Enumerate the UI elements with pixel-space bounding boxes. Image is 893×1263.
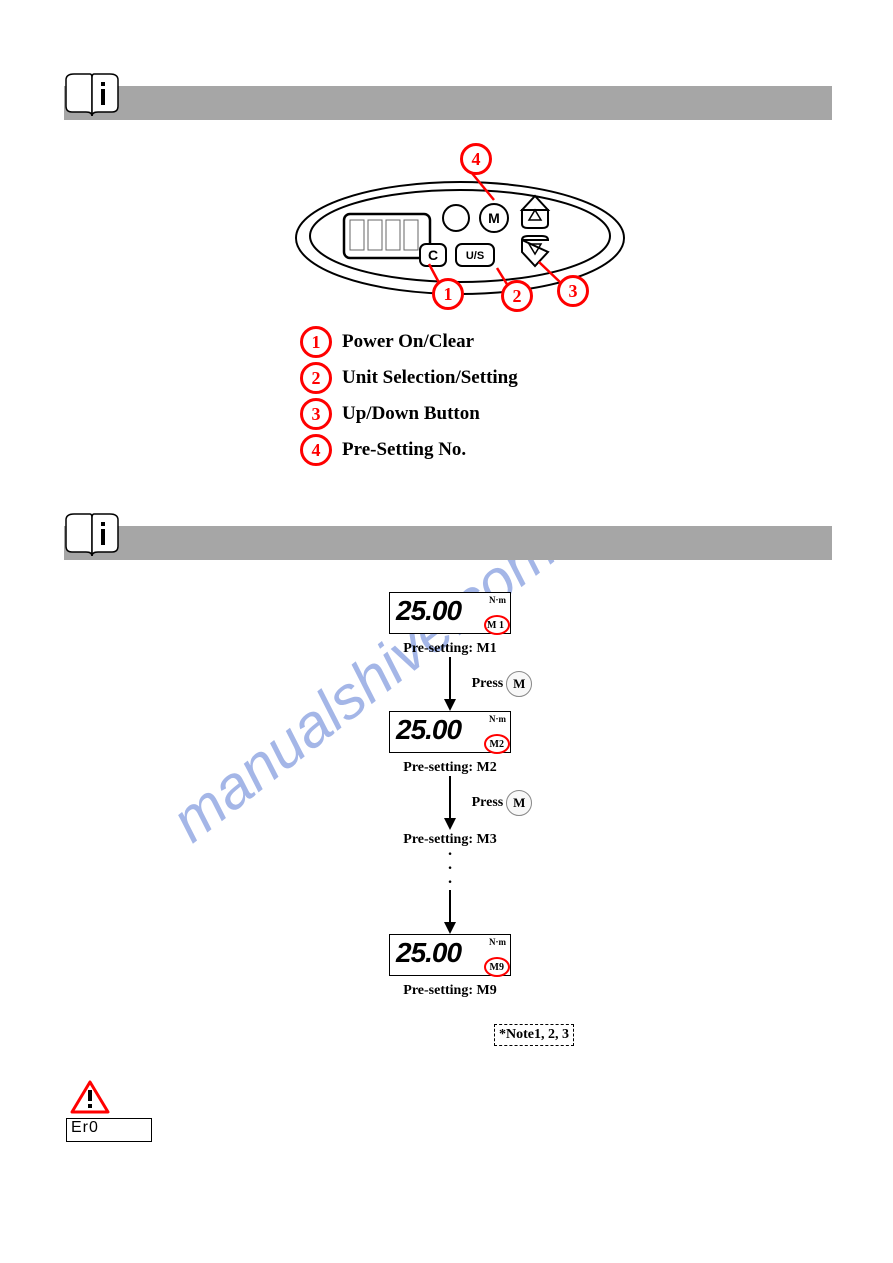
legend-row-3: 3 Up/Down Button <box>300 398 518 430</box>
lcd-m9: 25.00 N·m M9 <box>389 934 511 976</box>
m-button-icon-2: M <box>506 790 532 816</box>
section-bar-1 <box>64 86 832 120</box>
arrow-final <box>443 890 457 934</box>
legend-list: 1 Power On/Clear 2 Unit Selection/Settin… <box>300 322 518 470</box>
arrow-press-2: Press M <box>360 776 540 830</box>
step-m9-label: Pre-setting: M9 <box>389 983 511 999</box>
lcd-m2-unit: N·m <box>489 714 506 724</box>
arrow-press-1: Press M <box>360 657 540 711</box>
lcd-m2-value: 25.00 <box>396 714 461 746</box>
section-bar-2 <box>64 526 832 560</box>
svg-text:M: M <box>488 210 500 226</box>
press-label-2: Press <box>472 795 504 811</box>
book-info-icon <box>64 72 120 120</box>
lcd-m2-wrap: 25.00 N·m M2 Pre-setting: M2 <box>389 711 511 776</box>
press-label-1: Press <box>472 676 504 692</box>
warning-icon <box>70 1080 110 1114</box>
lcd-m1-wrap: 25.00 N·m M 1 Pre-setting: M1 <box>389 592 511 657</box>
legend-row-2: 2 Unit Selection/Setting <box>300 362 518 394</box>
lcd-m9-wrap: 25.00 N·m M9 Pre-setting: M9 <box>389 934 511 999</box>
step-m2-label: Pre-setting: M2 <box>389 760 511 776</box>
lcd-m2: 25.00 N·m M2 <box>389 711 511 753</box>
svg-text:U/S: U/S <box>466 250 484 262</box>
lcd-m1-value: 25.00 <box>396 595 461 627</box>
page-root: manualshive.com M C U/S <box>0 0 893 1263</box>
callout-4: 4 <box>460 143 492 175</box>
flow-column: 25.00 N·m M 1 Pre-setting: M1 Press M 25… <box>360 592 540 999</box>
legend-num-3: 3 <box>300 398 332 430</box>
legend-num-1: 1 <box>300 326 332 358</box>
legend-num-2: 2 <box>300 362 332 394</box>
legend-text-2: Unit Selection/Setting <box>342 367 518 389</box>
lcd-m1-unit: N·m <box>489 595 506 605</box>
legend-row-4: 4 Pre-Setting No. <box>300 434 518 466</box>
svg-text:C: C <box>428 247 438 263</box>
callout-3: 3 <box>557 275 589 307</box>
callout-2: 2 <box>501 280 533 312</box>
lcd-m9-unit: N·m <box>489 937 506 947</box>
error-code-box: Er0 <box>66 1118 152 1142</box>
note-box: *Note1, 2, 3 <box>494 1024 574 1046</box>
legend-text-4: Pre-Setting No. <box>342 439 466 461</box>
m-button-icon: M <box>506 671 532 697</box>
legend-text-1: Power On/Clear <box>342 331 474 353</box>
step-m1-label: Pre-setting: M1 <box>389 641 511 657</box>
book-info-icon-2 <box>64 512 120 560</box>
ellipsis-dots: ··· <box>447 848 452 890</box>
lcd-m1: 25.00 N·m M 1 <box>389 592 511 634</box>
legend-num-4: 4 <box>300 434 332 466</box>
callout-1: 1 <box>432 278 464 310</box>
lcd-m9-value: 25.00 <box>396 937 461 969</box>
legend-text-3: Up/Down Button <box>342 403 480 425</box>
lcd-m1-highlight <box>484 615 510 635</box>
lcd-m9-highlight <box>484 957 510 977</box>
legend-row-1: 1 Power On/Clear <box>300 326 518 358</box>
lcd-m2-highlight <box>484 734 510 754</box>
